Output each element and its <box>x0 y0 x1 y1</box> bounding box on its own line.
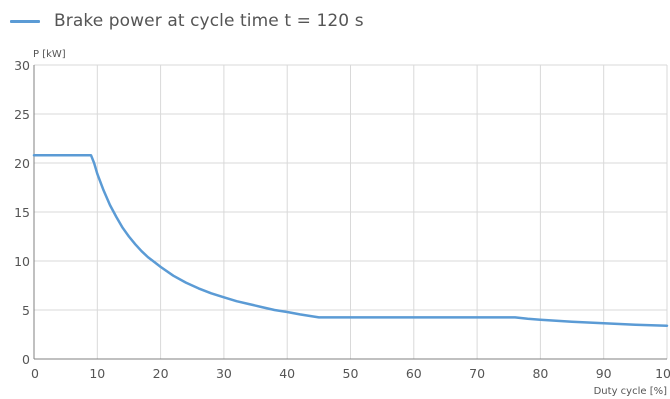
x-tick-label: 20 <box>153 366 169 381</box>
x-tick-label: 80 <box>532 366 548 381</box>
axes <box>33 65 667 360</box>
x-tick-label: 50 <box>343 366 359 381</box>
x-tick-label: 10 <box>89 366 105 381</box>
series-line <box>32 153 669 327</box>
y-tick-label: 5 <box>22 303 30 318</box>
legend: Brake power at cycle time t = 120 s <box>10 8 364 34</box>
y-tick-label: 15 <box>14 205 30 220</box>
y-tick-label: 10 <box>14 254 30 269</box>
legend-swatch <box>10 19 40 23</box>
y-tick-label: 20 <box>14 156 30 171</box>
x-tick-label: 100 <box>655 366 670 381</box>
series-layer <box>32 153 669 327</box>
y-tick-label: 0 <box>22 352 30 367</box>
x-tick-label: 90 <box>596 366 612 381</box>
y-tick-label: 25 <box>14 107 30 122</box>
x-tick-label: 60 <box>406 366 422 381</box>
x-tick-label: 30 <box>216 366 232 381</box>
tick-labels: 0 10 20 30 40 50 60 70 80 90 100 0 5 10 15 20 25 30 <box>14 58 670 381</box>
x-tick-label: 70 <box>469 366 485 381</box>
y-tick-label: 30 <box>14 58 30 73</box>
x-axis-title: Duty cycle [%] <box>594 386 667 397</box>
x-tick-label: 40 <box>279 366 295 381</box>
y-axis-title: P [kW] <box>33 49 66 60</box>
grid-lines <box>34 64 668 359</box>
x-tick-label: 0 <box>31 366 39 381</box>
legend-label: Brake power at cycle time t = 120 s <box>54 11 364 31</box>
